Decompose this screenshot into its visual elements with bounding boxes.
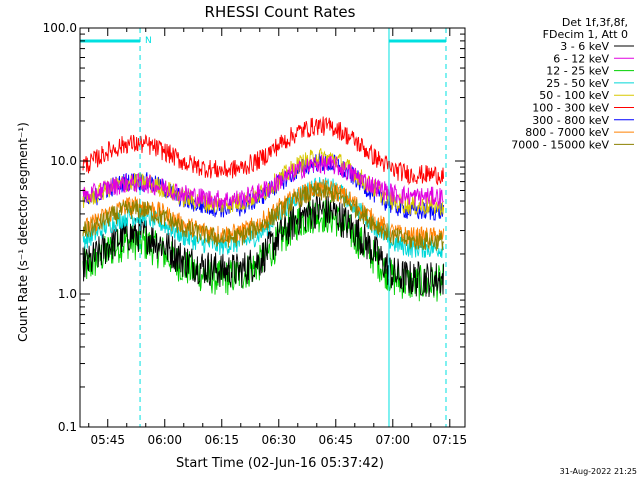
series-line-7000-15000-kev: [82, 182, 445, 251]
plot-frame: [79, 27, 466, 428]
legend-label: 300 - 800 keV: [532, 114, 609, 127]
y-tick-label: 10.0: [50, 154, 77, 168]
legend-label: 12 - 25 keV: [546, 65, 609, 78]
x-tick-label: 05:45: [90, 433, 125, 447]
legend-label: 800 - 7000 keV: [525, 126, 609, 139]
legend-header-line: FDecim 1, Att 0: [543, 28, 628, 41]
legend-label: 6 - 12 keV: [553, 52, 609, 65]
x-tick-label: 06:45: [318, 433, 353, 447]
series-line-100-300-kev: [82, 116, 445, 186]
series-layer: [82, 116, 445, 302]
series-line-6-12-kev: [82, 154, 444, 209]
axis-layer: 0.1 1.0 10.0 100.0 05:45 06:00 06:15 06:30 06:45…: [43, 21, 467, 447]
y-axis-label: Count Rate (s⁻¹ detector segment⁻¹): [16, 122, 30, 342]
y-tick-label: 100.0: [43, 21, 77, 35]
chart-title: RHESSI Count Rates: [205, 3, 356, 21]
x-tick-label: 06:30: [261, 433, 296, 447]
legend-label: 3 - 6 keV: [560, 40, 609, 53]
series-line-3-6-kev: [82, 194, 445, 298]
y-tick-label: 1.0: [58, 287, 77, 301]
y-tick-label: 0.1: [58, 420, 77, 434]
footer-timestamp: 31-Aug-2022 21:25: [560, 467, 637, 476]
x-tick-label: 07:15: [433, 433, 468, 447]
legend-label: 7000 - 15000 keV: [511, 138, 609, 151]
annotation-n-label: N: [145, 36, 152, 46]
legend-label: 50 - 100 keV: [539, 89, 609, 102]
series-line-800-7000-kev: [82, 179, 445, 247]
x-tick-label: 06:15: [204, 433, 239, 447]
x-tick-label: 06:00: [147, 433, 182, 447]
legend-label: 100 - 300 keV: [532, 102, 609, 115]
x-axis-label: Start Time (02-Jun-16 05:37:42): [176, 456, 384, 471]
x-tick-label: 07:00: [375, 433, 410, 447]
legend-header-line: Det 1f,3f,8f,: [562, 16, 628, 29]
legend-label: 25 - 50 keV: [546, 77, 609, 90]
